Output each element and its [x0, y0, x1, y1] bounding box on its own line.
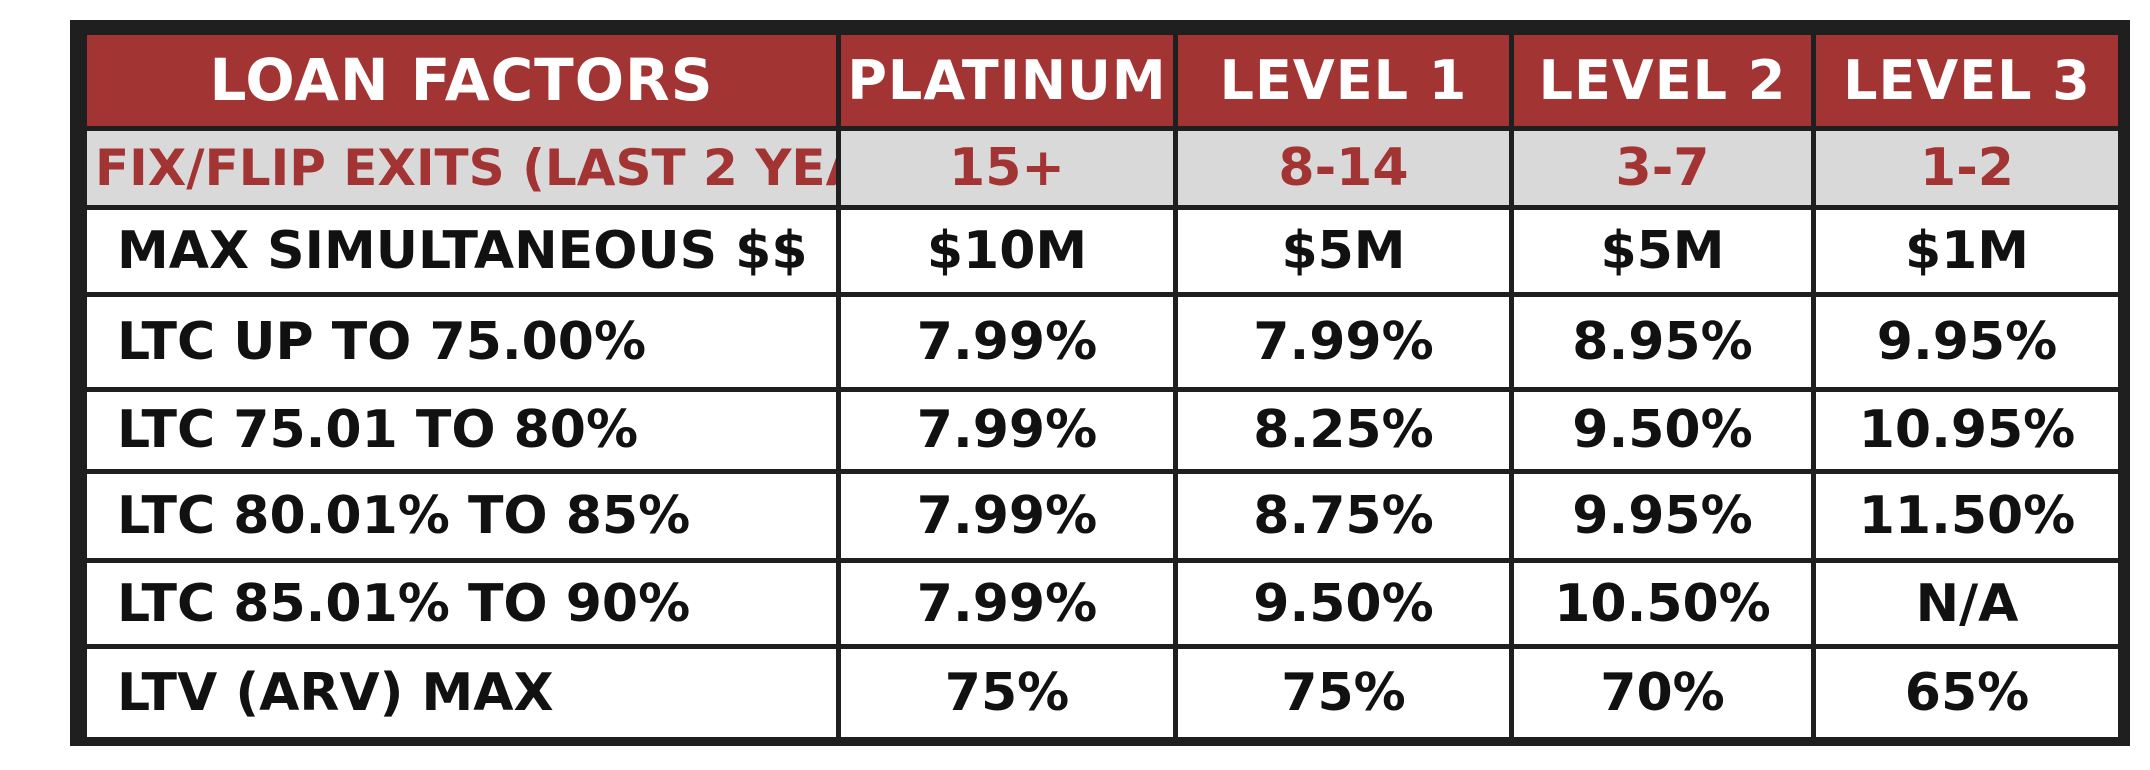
row-label: LTV (ARV) MAX [82, 644, 841, 742]
exits-level-1: 8-14 [1173, 125, 1514, 211]
cell-level-2: 10.50% [1509, 557, 1816, 650]
table-row: LTC 75.01 TO 80% 7.99% 8.25% 9.50% 10.95… [82, 386, 2123, 475]
exits-platinum: 15+ [836, 125, 1178, 211]
cell-level-3: 10.95% [1811, 386, 2123, 475]
cell-level-2: 9.95% [1509, 469, 1816, 563]
row-label: LTC UP TO 75.00% [82, 291, 841, 392]
cell-level-1: 9.50% [1173, 557, 1514, 650]
exits-row-label: FIX/FLIP EXITS (LAST 2 YEARS) [82, 125, 841, 211]
cell-platinum: 7.99% [836, 386, 1178, 475]
table-row: MAX SIMULTANEOUS $$ $10M $5M $5M $1M [82, 205, 2123, 297]
cell-platinum: 7.99% [836, 557, 1178, 650]
cell-level-1: $5M [1173, 205, 1514, 297]
header-row: LOAN FACTORS PLATINUM LEVEL 1 LEVEL 2 LE… [82, 30, 2123, 131]
cell-platinum: 75% [836, 644, 1178, 742]
cell-platinum: $10M [836, 205, 1178, 297]
exits-level-2: 3-7 [1509, 125, 1816, 211]
header-level-3: LEVEL 3 [1811, 30, 2123, 131]
row-label: LTC 80.01% TO 85% [82, 469, 841, 563]
row-label: MAX SIMULTANEOUS $$ [82, 205, 841, 297]
row-label: LTC 85.01% TO 90% [82, 557, 841, 650]
header-platinum: PLATINUM [836, 30, 1178, 131]
header-level-1: LEVEL 1 [1173, 30, 1514, 131]
cell-level-1: 8.25% [1173, 386, 1514, 475]
table-row: LTC 85.01% TO 90% 7.99% 9.50% 10.50% N/A [82, 557, 2123, 650]
cell-level-2: 8.95% [1509, 291, 1816, 392]
table-row: LTC UP TO 75.00% 7.99% 7.99% 8.95% 9.95% [82, 291, 2123, 392]
footer-note-cropped [0, 748, 2150, 770]
header-level-2: LEVEL 2 [1509, 30, 1816, 131]
cell-level-1: 8.75% [1173, 469, 1514, 563]
cell-level-2: $5M [1509, 205, 1816, 297]
exits-row: FIX/FLIP EXITS (LAST 2 YEARS) 15+ 8-14 3… [82, 125, 2123, 211]
row-label: LTC 75.01 TO 80% [82, 386, 841, 475]
cell-level-3: N/A [1811, 557, 2123, 650]
cell-level-2: 9.50% [1509, 386, 1816, 475]
cell-level-3: $1M [1811, 205, 2123, 297]
cell-level-3: 11.50% [1811, 469, 2123, 563]
loan-factors-table: LOAN FACTORS PLATINUM LEVEL 1 LEVEL 2 LE… [82, 30, 2123, 742]
cell-level-3: 65% [1811, 644, 2123, 742]
cell-level-3: 9.95% [1811, 291, 2123, 392]
header-loan-factors: LOAN FACTORS [82, 30, 841, 131]
cell-level-2: 70% [1509, 644, 1816, 742]
cell-platinum: 7.99% [836, 291, 1178, 392]
table-row: LTV (ARV) MAX 75% 75% 70% 65% [82, 644, 2123, 742]
table-row: LTC 80.01% TO 85% 7.99% 8.75% 9.95% 11.5… [82, 469, 2123, 563]
cell-level-1: 7.99% [1173, 291, 1514, 392]
cell-platinum: 7.99% [836, 469, 1178, 563]
exits-level-3: 1-2 [1811, 125, 2123, 211]
cell-level-1: 75% [1173, 644, 1514, 742]
